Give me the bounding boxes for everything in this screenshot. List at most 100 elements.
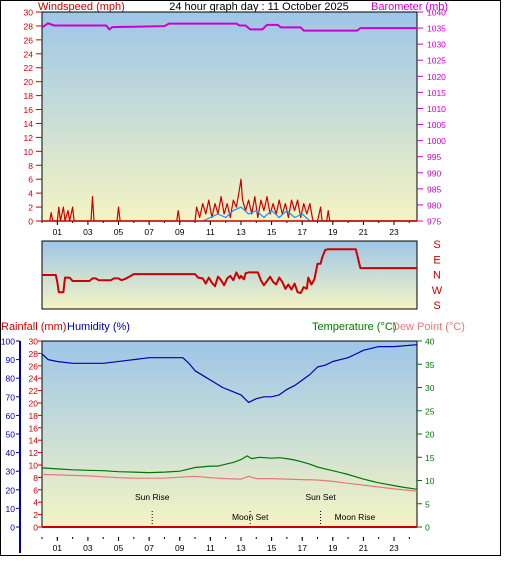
humidity-line bbox=[41, 344, 418, 403]
rainfall-tick-label: 0 bbox=[33, 523, 38, 533]
rainfall-tick-label: 22 bbox=[29, 386, 39, 396]
hour-tick-bottom-label: 23 bbox=[389, 543, 399, 553]
barometer-tick-label: 980 bbox=[427, 200, 441, 210]
wind-direction-line bbox=[42, 248, 417, 295]
humidity-tick-label: 30 bbox=[6, 467, 16, 477]
barometer-tick-label: 1040 bbox=[427, 8, 446, 18]
humidity-tick-label: 80 bbox=[6, 374, 16, 384]
barometer-tick-label: 1025 bbox=[427, 56, 446, 66]
annotation-label: Moon Rise bbox=[335, 512, 376, 522]
hour-tick-bottom-label: 01 bbox=[53, 543, 63, 553]
barometer-tick-label: 985 bbox=[427, 184, 441, 194]
barometer-tick-label: 1035 bbox=[427, 24, 446, 34]
humidity-tick-label: 90 bbox=[6, 355, 16, 365]
windspeed-tick-label: 18 bbox=[24, 91, 34, 101]
hour-tick-bottom-label: 17 bbox=[297, 543, 307, 553]
hour-tick-top-label: 11 bbox=[206, 227, 215, 237]
hour-axis-top: 01 03 05 07 09 11 13 15 17 19 21 23 bbox=[41, 221, 410, 237]
hour-tick-top-label: 13 bbox=[236, 227, 246, 237]
rainfall-tick-label: 30 bbox=[29, 337, 39, 347]
humidity-tick-label: 50 bbox=[6, 430, 16, 440]
windspeed-tick-label: 28 bbox=[24, 21, 34, 31]
humidity-tick-label: 60 bbox=[6, 411, 16, 421]
temperature-tick-label: 15 bbox=[425, 453, 435, 463]
rainfall-tick-label: 18 bbox=[29, 411, 39, 421]
hour-tick-bottom-label: 07 bbox=[144, 543, 154, 553]
hour-tick-top-label: 07 bbox=[144, 227, 154, 237]
humidity-tick-label: 40 bbox=[6, 448, 16, 458]
windspeed-tick-label: 12 bbox=[24, 133, 34, 143]
hour-tick-bottom-label: 13 bbox=[236, 543, 246, 553]
windspeed-tick-label: 24 bbox=[24, 49, 34, 59]
direction-tick-label: S bbox=[433, 300, 440, 312]
humidity-axis-label: Humidity (%) bbox=[67, 321, 130, 333]
humidity-tick-label: 20 bbox=[6, 485, 16, 495]
gust-line bbox=[202, 206, 417, 222]
hour-tick-top-label: 09 bbox=[175, 227, 185, 237]
temp-plot-area bbox=[41, 340, 418, 528]
windspeed-tick-label: 0 bbox=[28, 217, 33, 227]
barometer-tick-label: 990 bbox=[427, 168, 441, 178]
windspeed-tick-label: 14 bbox=[24, 119, 34, 129]
windspeed-tick-label: 30 bbox=[24, 8, 34, 18]
hour-tick-top-label: 17 bbox=[297, 227, 307, 237]
hour-tick-top-label: 21 bbox=[359, 227, 369, 237]
barometer-tick-label: 995 bbox=[427, 152, 441, 162]
hour-tick-top-label: 05 bbox=[114, 227, 124, 237]
humidity-tick-label: 100 bbox=[1, 337, 15, 347]
rainfall-tick-label: 14 bbox=[29, 436, 39, 446]
barometer-tick-label: 1000 bbox=[427, 136, 446, 146]
barometer-tick-label: 1010 bbox=[427, 104, 446, 114]
windspeed-tick-label: 26 bbox=[24, 35, 34, 45]
rainfall-tick-label: 26 bbox=[29, 361, 39, 371]
windspeed-axis-label: Windspeed (mph) bbox=[38, 1, 125, 13]
temp-series-group bbox=[41, 344, 418, 528]
direction-plot-area bbox=[41, 240, 418, 310]
barometer-axis-label: Barometer (mb) bbox=[371, 1, 448, 13]
direction-series-group bbox=[42, 248, 417, 295]
hour-tick-bottom-label: 21 bbox=[359, 543, 369, 553]
temperature-line bbox=[41, 455, 418, 490]
rainfall-tick-label: 16 bbox=[29, 423, 39, 433]
humidity-tick-label: 10 bbox=[6, 504, 16, 514]
humidity-axis: 0 10 20 30 40 50 60 70 80 90 100 bbox=[1, 337, 20, 533]
annotation-label: Sun Rise bbox=[135, 492, 170, 502]
direction-tick-label: N bbox=[433, 270, 441, 282]
temperature-tick-label: 0 bbox=[425, 523, 430, 533]
hour-tick-bottom-label: 11 bbox=[206, 543, 215, 553]
hour-tick-top-label: 23 bbox=[389, 227, 399, 237]
rainfall-tick-label: 8 bbox=[33, 473, 38, 483]
hour-tick-bottom-label: 09 bbox=[175, 543, 185, 553]
direction-tick-label: E bbox=[433, 254, 440, 266]
windspeed-tick-label: 10 bbox=[24, 147, 34, 157]
temperature-tick-label: 10 bbox=[425, 476, 435, 486]
windspeed-tick-label: 8 bbox=[28, 161, 33, 171]
rainfall-axis-label: Rainfall (mm) bbox=[1, 321, 66, 333]
barometer-axis: 975 980 985 990 995 1000 1005 1010 1015 1020 1025 1… bbox=[417, 8, 446, 227]
rainfall-tick-label: 6 bbox=[33, 485, 38, 495]
temperature-tick-label: 20 bbox=[425, 430, 435, 440]
temperature-tick-label: 40 bbox=[425, 337, 435, 347]
barometer-tick-label: 1030 bbox=[427, 40, 446, 50]
barometer-line bbox=[41, 22, 417, 32]
wind-series-group bbox=[41, 22, 417, 222]
windspeed-tick-label: 22 bbox=[24, 63, 34, 73]
windspeed-tick-label: 16 bbox=[24, 105, 34, 115]
direction-tick-label: W bbox=[432, 285, 443, 297]
hour-tick-top-label: 19 bbox=[328, 227, 338, 237]
hour-tick-top-label: 15 bbox=[267, 227, 277, 237]
barometer-tick-label: 1005 bbox=[427, 120, 446, 130]
direction-tick-label: S bbox=[433, 239, 440, 251]
rainfall-tick-label: 12 bbox=[29, 448, 39, 458]
hour-tick-bottom-label: 05 bbox=[114, 543, 124, 553]
hour-axis-bottom: 01 03 05 07 09 11 13 15 17 19 21 23 bbox=[41, 537, 410, 553]
chart-title: 24 hour graph day : 11 October 2025 bbox=[169, 1, 349, 13]
temperature-axis: 0 5 10 15 20 25 30 35 40 bbox=[417, 337, 435, 533]
hour-tick-bottom-label: 19 bbox=[328, 543, 338, 553]
hour-tick-bottom-label: 03 bbox=[83, 543, 93, 553]
